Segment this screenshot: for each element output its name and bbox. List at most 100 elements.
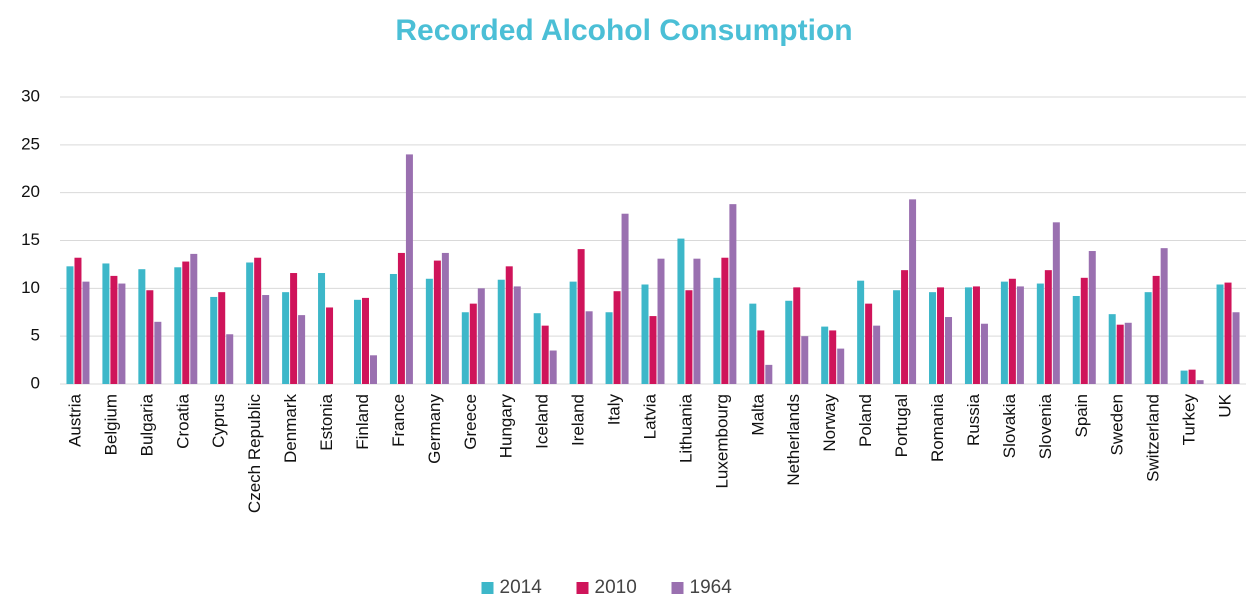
y-tick-label: 5	[31, 326, 40, 345]
y-tick-label: 10	[21, 278, 40, 297]
bar	[290, 273, 298, 384]
bar	[1152, 275, 1160, 384]
bar	[1124, 322, 1132, 384]
bar	[298, 315, 306, 384]
x-tick-label: Bulgaria	[137, 393, 156, 456]
x-tick-label: Slovenia	[1036, 393, 1055, 459]
bar	[641, 284, 649, 384]
bar	[369, 355, 377, 384]
bar	[405, 154, 413, 384]
bar	[1008, 278, 1016, 384]
bar	[1080, 277, 1088, 384]
chart-title: Recorded Alcohol Consumption	[395, 14, 852, 47]
bar	[605, 312, 613, 384]
legend-swatch	[576, 582, 589, 594]
bar	[937, 287, 945, 384]
bar	[541, 325, 549, 384]
bar	[397, 252, 405, 384]
x-tick-label: Greece	[461, 394, 480, 450]
bar	[425, 278, 433, 384]
bar	[729, 204, 737, 384]
bar	[785, 300, 793, 384]
bar	[972, 286, 980, 384]
bar	[1052, 222, 1060, 384]
bar	[821, 326, 829, 384]
bar	[945, 317, 953, 384]
bar	[318, 273, 326, 384]
bar	[749, 303, 757, 384]
y-tick-label: 15	[21, 230, 40, 249]
bar	[1224, 282, 1232, 384]
bar	[1160, 248, 1168, 384]
bar	[657, 258, 665, 384]
x-tick-label: Spain	[1072, 394, 1091, 437]
bar	[873, 325, 881, 384]
bar	[721, 257, 729, 384]
legend-swatch	[671, 582, 684, 594]
bar	[585, 311, 593, 384]
x-tick-label: Denmark	[281, 394, 300, 463]
x-tick-label: Luxembourg	[712, 394, 731, 489]
bar	[282, 292, 290, 384]
bar	[353, 299, 361, 384]
bar	[857, 280, 865, 384]
bar	[765, 364, 773, 384]
x-tick-label: Germany	[425, 394, 444, 464]
bar	[441, 252, 449, 384]
bar	[246, 262, 254, 384]
bar	[477, 288, 485, 384]
bar	[361, 297, 369, 384]
bar	[433, 260, 441, 384]
x-tick-label: Sweden	[1108, 394, 1127, 455]
bar	[389, 273, 397, 384]
x-tick-label: Malta	[748, 393, 767, 435]
x-tick-label: Latvia	[640, 393, 659, 439]
bar	[118, 283, 126, 384]
x-tick-label: Hungary	[497, 394, 516, 459]
bar	[649, 316, 657, 384]
bar	[837, 348, 845, 384]
bar	[174, 267, 182, 384]
x-tick-label: France	[389, 394, 408, 447]
bar	[549, 350, 557, 384]
bar	[469, 303, 477, 384]
bar	[577, 249, 585, 384]
bar	[801, 336, 809, 384]
bar	[138, 269, 146, 384]
x-tick-label: Italy	[605, 394, 624, 426]
x-tick-label: Poland	[856, 394, 875, 447]
x-tick-label: Romania	[928, 393, 947, 462]
y-tick-label: 30	[21, 86, 40, 105]
bar	[154, 321, 162, 384]
x-tick-label: Cyprus	[209, 394, 228, 448]
x-tick-label: Ireland	[569, 394, 588, 446]
bar	[1216, 284, 1224, 384]
x-tick-label: Norway	[820, 394, 839, 452]
x-tick-label: Estonia	[317, 393, 336, 450]
x-tick-label: Lithuania	[676, 393, 695, 463]
bar	[1232, 312, 1240, 384]
bar	[218, 292, 226, 384]
bar	[929, 292, 937, 384]
bar	[190, 253, 198, 384]
bar	[1016, 286, 1024, 384]
bar	[110, 275, 118, 384]
x-tick-label: Czech Republic	[245, 394, 264, 514]
bar	[461, 312, 469, 384]
bar	[326, 307, 334, 384]
x-tick-label: Switzerland	[1144, 394, 1163, 482]
bar	[893, 290, 901, 384]
x-tick-label: UK	[1216, 393, 1235, 417]
x-tick-label: Slovakia	[1000, 393, 1019, 458]
bar	[513, 286, 521, 384]
bar	[102, 263, 110, 384]
x-tick-label: Croatia	[173, 393, 192, 448]
bar	[82, 281, 90, 384]
x-tick-label: Russia	[964, 393, 983, 446]
y-tick-label: 25	[21, 134, 40, 153]
x-tick-label: Turkey	[1180, 394, 1199, 446]
bar	[146, 290, 154, 384]
bar	[182, 261, 190, 384]
bar	[569, 281, 577, 384]
